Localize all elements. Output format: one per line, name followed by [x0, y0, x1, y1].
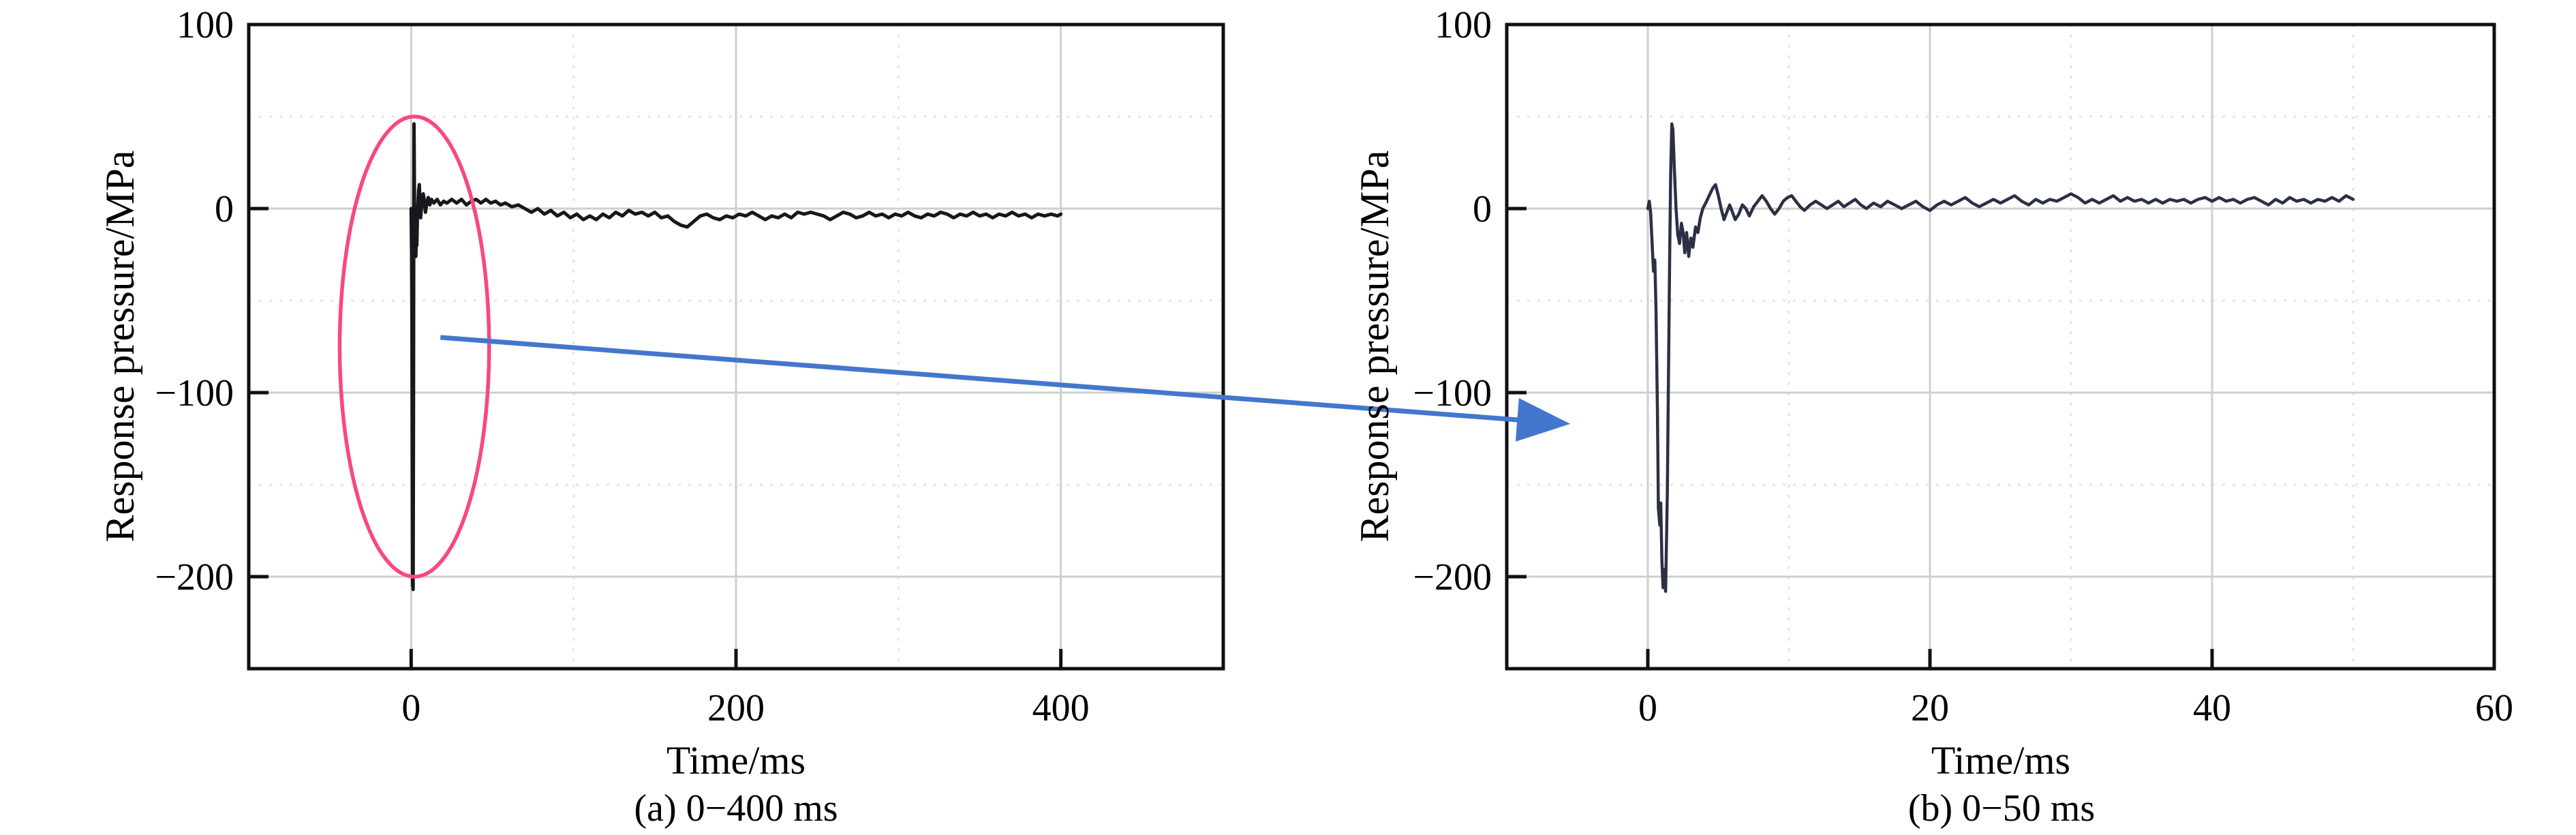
y-tick-label: 0 — [1473, 188, 1492, 230]
data-line-b — [1646, 122, 2355, 593]
y-tick-label: 100 — [1435, 4, 1492, 46]
x-tick-label: 0 — [401, 687, 420, 729]
highlight-ellipse — [337, 115, 491, 579]
chart-a-caption: (a) 0−400 ms — [634, 787, 838, 830]
chart-b-x-axis-label: Time/ms — [1931, 738, 2071, 783]
data-line-a — [409, 122, 1063, 592]
chart-b: 100 0 −100 −200 0 20 40 60 — [1413, 4, 2513, 729]
y-tick-label: −200 — [155, 556, 234, 598]
y-tick-label: −100 — [155, 372, 234, 414]
zoom-arrow-head — [1515, 398, 1571, 442]
chart-a-x-axis-label: Time/ms — [666, 738, 806, 783]
y-tick-label: −100 — [1413, 372, 1492, 414]
x-tick-label: 20 — [1911, 687, 1949, 729]
axes-frame-b — [1505, 22, 2496, 671]
x-tick-label: 40 — [2193, 687, 2231, 729]
x-tick-label: 60 — [2475, 687, 2513, 729]
x-tick-label: 400 — [1032, 687, 1090, 729]
chart-a-y-axis-label: Response pressure/MPa — [97, 150, 142, 543]
y-tick-label: 0 — [215, 188, 234, 230]
y-tick-label: −200 — [1413, 556, 1492, 598]
chart-b-y-axis-label: Response pressure/MPa — [1352, 150, 1397, 543]
y-tick-label: 100 — [177, 4, 234, 46]
axes-frame-a — [247, 22, 1225, 671]
x-tick-label: 200 — [707, 687, 765, 729]
chart-a: 100 0 −100 −200 0 200 400 — [155, 4, 1225, 729]
zoom-arrow-line — [440, 335, 1520, 423]
chart-b-caption: (b) 0−50 ms — [1907, 787, 2096, 830]
annotations — [337, 115, 1571, 579]
x-tick-label: 0 — [1638, 687, 1657, 729]
